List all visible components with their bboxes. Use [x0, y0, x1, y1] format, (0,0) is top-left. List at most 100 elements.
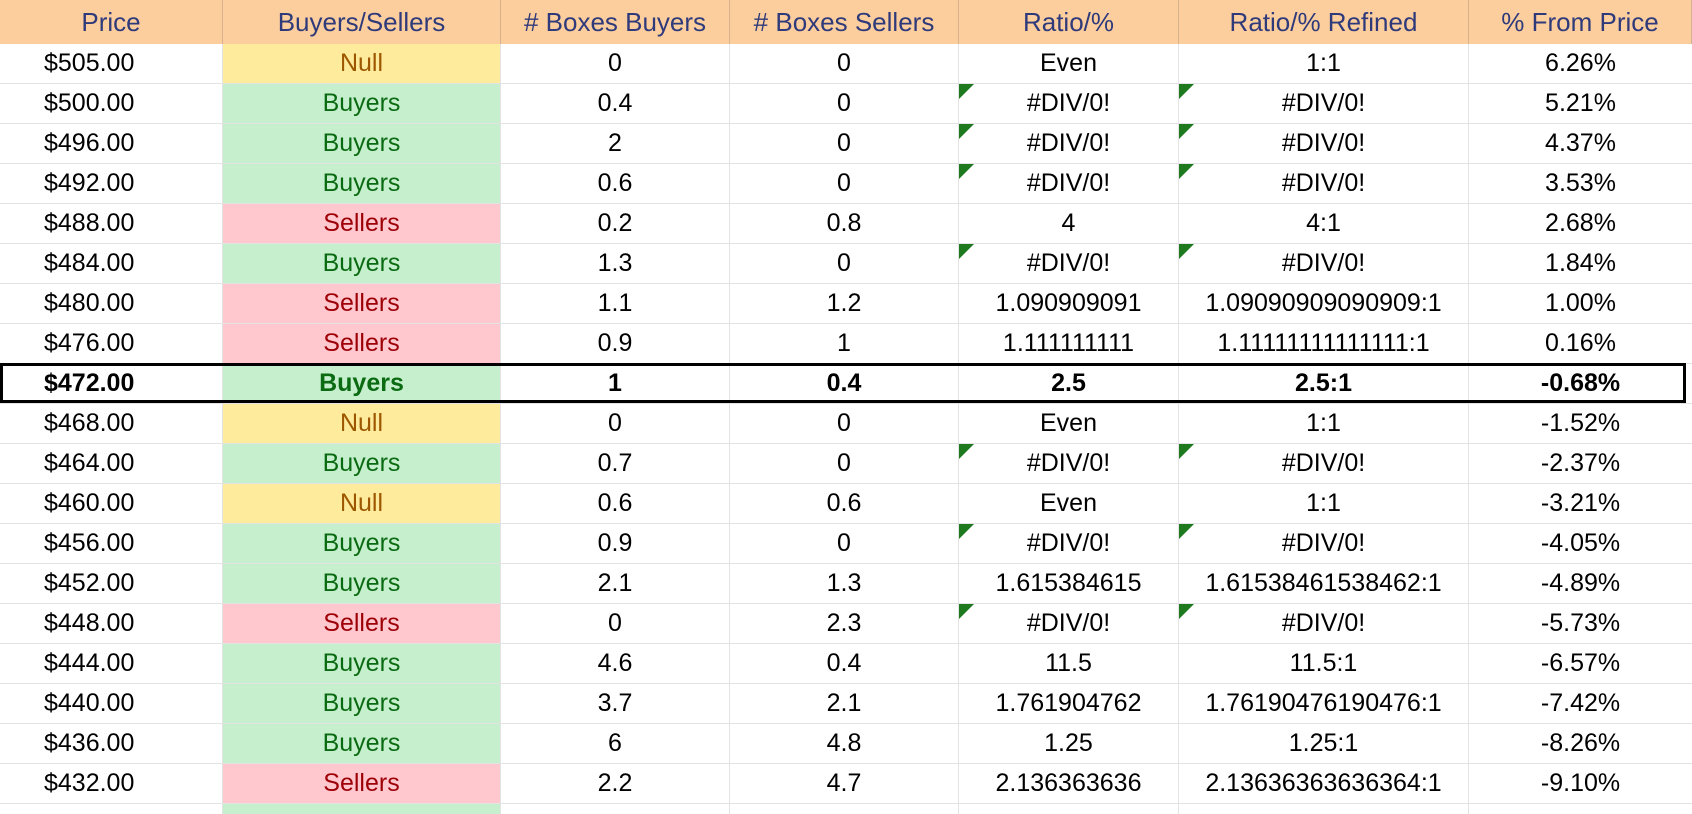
- header-ratio-refined[interactable]: Ratio/% Refined: [1179, 0, 1469, 44]
- boxes-buyers-cell[interactable]: 1.3: [501, 244, 730, 283]
- ratio-refined-cell[interactable]: 2.13636363636364:1: [1179, 764, 1469, 803]
- ratio-cell[interactable]: [959, 804, 1179, 814]
- ratio-cell[interactable]: 11.5: [959, 644, 1179, 683]
- ratio-refined-cell[interactable]: #DIV/0!: [1179, 124, 1469, 163]
- boxes-sellers-cell[interactable]: 0: [730, 244, 959, 283]
- pct-from-price-cell[interactable]: 4.37%: [1545, 129, 1616, 157]
- side-cell[interactable]: Buyers: [223, 244, 501, 283]
- price-cell[interactable]: $505.00: [0, 44, 223, 83]
- ratio-cell[interactable]: Even: [959, 484, 1179, 523]
- pct-from-price-cell[interactable]: -3.21%: [1540, 489, 1621, 517]
- price-cell[interactable]: $452.00: [0, 564, 223, 603]
- ratio-cell[interactable]: 2.5: [959, 364, 1179, 403]
- ratio-refined-cell[interactable]: #DIV/0!: [1179, 244, 1469, 283]
- price-cell[interactable]: $436.00: [0, 724, 223, 763]
- ratio-cell[interactable]: #DIV/0!: [959, 124, 1179, 163]
- boxes-sellers-cell[interactable]: 0: [730, 164, 959, 203]
- side-cell[interactable]: Sellers: [223, 204, 501, 243]
- boxes-buyers-cell[interactable]: 0.6: [501, 164, 730, 203]
- boxes-sellers-cell[interactable]: 1: [730, 324, 959, 363]
- ratio-refined-cell[interactable]: 1.61538461538462:1: [1179, 564, 1469, 603]
- pct-from-price-cell[interactable]: -6.57%: [1540, 649, 1621, 677]
- side-cell[interactable]: Sellers: [223, 604, 501, 643]
- boxes-sellers-cell[interactable]: 0: [730, 124, 959, 163]
- ratio-cell[interactable]: 4: [959, 204, 1179, 243]
- side-cell[interactable]: Sellers: [223, 764, 501, 803]
- side-cell[interactable]: Buyers: [223, 364, 501, 403]
- price-cell[interactable]: [0, 804, 223, 814]
- side-cell[interactable]: Buyers: [223, 684, 501, 723]
- boxes-buyers-cell[interactable]: 2.2: [501, 764, 730, 803]
- side-cell[interactable]: Buyers: [223, 644, 501, 683]
- boxes-sellers-cell[interactable]: 2.1: [730, 684, 959, 723]
- header-boxes-buyers[interactable]: # Boxes Buyers: [501, 0, 730, 44]
- boxes-buyers-cell[interactable]: 3.7: [501, 684, 730, 723]
- ratio-cell[interactable]: 1.25: [959, 724, 1179, 763]
- price-cell[interactable]: $444.00: [0, 644, 223, 683]
- ratio-cell[interactable]: 1.111111111: [959, 324, 1179, 363]
- header-pct-from-price[interactable]: % From Price: [1469, 0, 1692, 44]
- pct-from-price-cell[interactable]: 0.16%: [1545, 329, 1616, 357]
- price-cell[interactable]: $488.00: [0, 204, 223, 243]
- boxes-sellers-cell[interactable]: 1.2: [730, 284, 959, 323]
- header-boxes-sellers[interactable]: # Boxes Sellers: [730, 0, 959, 44]
- ratio-refined-cell[interactable]: 1:1: [1179, 484, 1469, 523]
- boxes-buyers-cell[interactable]: 1: [501, 364, 730, 403]
- side-cell[interactable]: Sellers: [223, 324, 501, 363]
- boxes-buyers-cell[interactable]: 0.6: [501, 484, 730, 523]
- ratio-refined-cell[interactable]: #DIV/0!: [1179, 164, 1469, 203]
- pct-from-price-cell[interactable]: 3.53%: [1545, 169, 1616, 197]
- pct-from-price-cell[interactable]: -4.05%: [1540, 529, 1621, 557]
- pct-from-price-cell[interactable]: -5.73%: [1540, 609, 1621, 637]
- ratio-cell[interactable]: Even: [959, 404, 1179, 443]
- side-cell[interactable]: Buyers: [223, 84, 501, 123]
- price-cell[interactable]: $460.00: [0, 484, 223, 523]
- price-cell[interactable]: $500.00: [0, 84, 223, 123]
- pct-from-price-cell[interactable]: 2.68%: [1545, 209, 1616, 237]
- ratio-refined-cell[interactable]: 2.5:1: [1179, 364, 1469, 403]
- pct-from-price-cell[interactable]: -9.10%: [1540, 769, 1621, 797]
- boxes-sellers-cell[interactable]: 4.8: [730, 724, 959, 763]
- ratio-cell[interactable]: 1.761904762: [959, 684, 1179, 723]
- boxes-sellers-cell[interactable]: 0.6: [730, 484, 959, 523]
- boxes-sellers-cell[interactable]: 0: [730, 444, 959, 483]
- price-cell[interactable]: $492.00: [0, 164, 223, 203]
- boxes-buyers-cell[interactable]: 0: [501, 44, 730, 83]
- ratio-cell[interactable]: #DIV/0!: [959, 604, 1179, 643]
- side-cell[interactable]: Buyers: [223, 444, 501, 483]
- boxes-buyers-cell[interactable]: 0.7: [501, 444, 730, 483]
- boxes-sellers-cell[interactable]: 0.4: [730, 644, 959, 683]
- pct-from-price-cell[interactable]: -2.37%: [1540, 449, 1621, 477]
- pct-from-price-cell[interactable]: -8.26%: [1540, 729, 1621, 757]
- boxes-sellers-cell[interactable]: 0: [730, 84, 959, 123]
- side-cell[interactable]: Null: [223, 44, 501, 83]
- boxes-buyers-cell[interactable]: 0.9: [501, 324, 730, 363]
- boxes-buyers-cell[interactable]: 2: [501, 124, 730, 163]
- boxes-sellers-cell[interactable]: 0: [730, 44, 959, 83]
- boxes-sellers-cell[interactable]: 1.3: [730, 564, 959, 603]
- ratio-cell[interactable]: #DIV/0!: [959, 164, 1179, 203]
- boxes-buyers-cell[interactable]: 0.4: [501, 84, 730, 123]
- price-cell[interactable]: $448.00: [0, 604, 223, 643]
- side-cell[interactable]: Buyers: [223, 524, 501, 563]
- ratio-refined-cell[interactable]: 1:1: [1179, 44, 1469, 83]
- ratio-cell[interactable]: 2.136363636: [959, 764, 1179, 803]
- ratio-refined-cell[interactable]: 1.11111111111111:1: [1179, 324, 1469, 363]
- ratio-refined-cell[interactable]: #DIV/0!: [1179, 524, 1469, 563]
- ratio-cell[interactable]: #DIV/0!: [959, 524, 1179, 563]
- price-cell[interactable]: $456.00: [0, 524, 223, 563]
- boxes-buyers-cell[interactable]: 2.1: [501, 564, 730, 603]
- price-cell[interactable]: $480.00: [0, 284, 223, 323]
- boxes-sellers-cell[interactable]: 2.3: [730, 604, 959, 643]
- pct-from-price-cell[interactable]: -4.89%: [1540, 569, 1621, 597]
- ratio-refined-cell[interactable]: 1.09090909090909:1: [1179, 284, 1469, 323]
- boxes-sellers-cell[interactable]: 0.4: [730, 364, 959, 403]
- boxes-buyers-cell[interactable]: 0.2: [501, 204, 730, 243]
- boxes-buyers-cell[interactable]: 0: [501, 404, 730, 443]
- price-cell[interactable]: $496.00: [0, 124, 223, 163]
- ratio-refined-cell[interactable]: [1179, 804, 1469, 814]
- ratio-refined-cell[interactable]: #DIV/0!: [1179, 84, 1469, 123]
- ratio-refined-cell[interactable]: #DIV/0!: [1179, 444, 1469, 483]
- header-buyers-sellers[interactable]: Buyers/Sellers: [223, 0, 501, 44]
- pct-from-price-cell[interactable]: 6.26%: [1545, 49, 1616, 77]
